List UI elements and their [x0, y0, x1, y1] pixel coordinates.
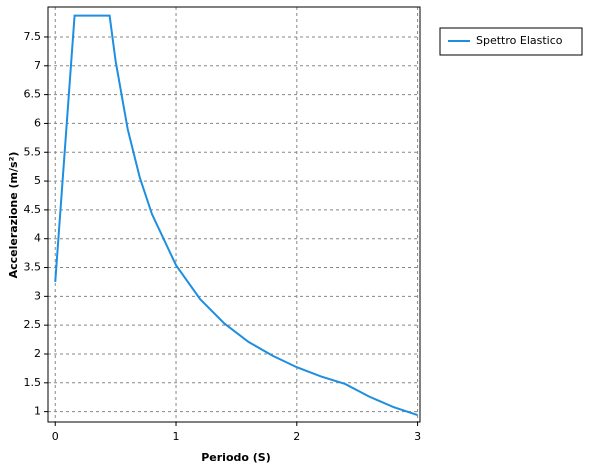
y-tick-label: 6.5	[24, 88, 42, 101]
legend-label: Spettro Elastico	[476, 34, 563, 47]
y-tick-label: 5	[34, 174, 41, 187]
y-tick-label: 5.5	[24, 145, 42, 158]
y-tick-label: 7	[34, 59, 41, 72]
y-tick-label: 3.5	[24, 261, 42, 274]
y-tick-label: 2	[34, 347, 41, 360]
y-tick-label: 1	[34, 405, 41, 418]
data-line	[54, 14, 418, 417]
y-tick-label: 7.5	[24, 30, 42, 43]
x-tick-label: 3	[414, 430, 421, 443]
y-axis-label: Accelerazione (m/s²)	[7, 152, 20, 279]
y-tick-label: 6	[34, 116, 41, 129]
y-tick-label: 4.5	[24, 203, 42, 216]
x-tick-label: 0	[52, 430, 59, 443]
x-axis-label: Periodo (S)	[201, 451, 271, 464]
y-tick-label: 4	[34, 232, 41, 245]
plot-frame	[47, 6, 421, 423]
y-tick-label: 3	[34, 289, 41, 302]
x-tick-label: 1	[173, 430, 180, 443]
x-tick-label: 2	[293, 430, 300, 443]
y-tick-label: 1.5	[24, 376, 42, 389]
y-tick-label: 2.5	[24, 318, 42, 331]
